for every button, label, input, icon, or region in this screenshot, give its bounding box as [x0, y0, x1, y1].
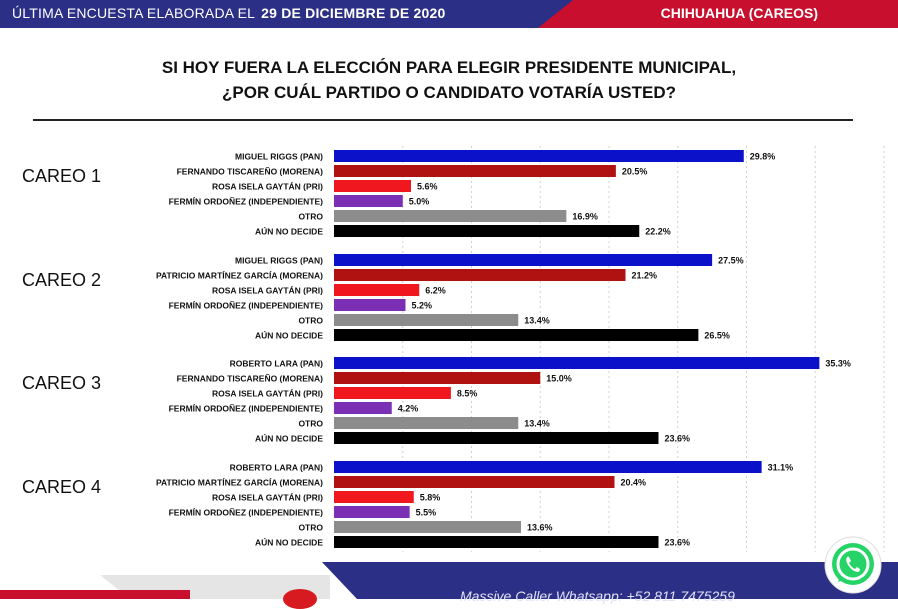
category-label: MIGUEL RIGGS (PAN)	[235, 256, 323, 266]
category-label: ROSA ISELA GAYTÁN (PRI)	[212, 389, 323, 399]
category-label: MIGUEL RIGGS (PAN)	[235, 152, 323, 162]
category-label: OTRO	[298, 212, 323, 222]
region-label: CHIHUAHUA (CAREOS)	[660, 5, 818, 21]
title-divider	[33, 119, 853, 121]
value-label: 16.9%	[572, 212, 598, 222]
bar	[334, 329, 699, 341]
category-label: FERMÍN ORDOÑEZ (INDEPENDIENTE)	[169, 508, 324, 518]
value-label: 5.0%	[409, 197, 430, 207]
footer-logo-fragment	[283, 589, 317, 609]
value-label: 22.2%	[645, 227, 671, 237]
survey-date: 29 DE DICIEMBRE DE 2020	[261, 5, 446, 21]
survey-date-line: ÚLTIMA ENCUESTA ELABORADA EL 29 DE DICIEM…	[12, 5, 446, 21]
whatsapp-icon[interactable]	[824, 536, 882, 594]
value-label: 29.8%	[750, 152, 776, 162]
bar	[334, 432, 659, 444]
bar	[334, 402, 392, 414]
category-label: ROBERTO LARA (PAN)	[230, 359, 324, 369]
bar	[334, 461, 762, 473]
value-label: 35.3%	[825, 359, 851, 369]
value-label: 21.2%	[632, 271, 658, 281]
category-label: ROSA ISELA GAYTÁN (PRI)	[212, 493, 323, 503]
bar	[334, 387, 451, 399]
survey-label: ÚLTIMA ENCUESTA ELABORADA EL	[12, 5, 256, 21]
value-label: 4.2%	[398, 404, 419, 414]
bar	[334, 357, 820, 369]
value-label: 13.4%	[524, 419, 550, 429]
category-label: OTRO	[298, 523, 323, 533]
value-label: 31.1%	[768, 463, 794, 473]
category-label: OTRO	[298, 419, 323, 429]
bar	[334, 269, 626, 281]
category-label: PATRICIO MARTÍNEZ GARCÍA (MORENA)	[156, 478, 323, 488]
value-label: 5.5%	[416, 508, 437, 518]
value-label: 6.2%	[425, 286, 446, 296]
bar	[334, 372, 541, 384]
category-label: AÚN NO DECIDE	[255, 330, 323, 341]
bar	[334, 150, 744, 162]
bar	[334, 165, 616, 177]
footer-bar	[322, 562, 898, 599]
bar	[334, 476, 615, 488]
value-label: 27.5%	[718, 256, 744, 266]
category-label: ROBERTO LARA (PAN)	[230, 463, 324, 473]
bar	[334, 521, 521, 533]
category-label: FERMÍN ORDOÑEZ (INDEPENDIENTE)	[169, 197, 324, 207]
category-label: AÚN NO DECIDE	[255, 433, 323, 444]
category-label: OTRO	[298, 316, 323, 326]
category-label: FERNANDO TISCAREÑO (MORENA)	[177, 167, 324, 177]
question-line-1: SI HOY FUERA LA ELECCIÓN PARA ELEGIR PRE…	[161, 58, 737, 77]
value-label: 23.6%	[665, 434, 691, 444]
value-label: 23.6%	[665, 538, 691, 548]
bar	[334, 284, 420, 296]
careo-title: CAREO 2	[22, 270, 101, 290]
category-label: FERMÍN ORDOÑEZ (INDEPENDIENTE)	[169, 404, 324, 414]
value-label: 5.6%	[417, 182, 438, 192]
header-region-bar	[538, 0, 898, 28]
value-label: 15.0%	[546, 374, 572, 384]
bar	[334, 180, 411, 192]
footer-red-strip	[0, 590, 190, 599]
bar	[334, 536, 659, 548]
category-label: PATRICIO MARTÍNEZ GARCÍA (MORENA)	[156, 271, 323, 281]
question-line-2: ¿POR CUÁL PARTIDO O CANDIDATO VOTARÍA US…	[222, 83, 676, 102]
bar	[334, 195, 403, 207]
value-label: 5.8%	[420, 493, 441, 503]
careo-title: CAREO 3	[22, 373, 101, 393]
footer-contact: Massive Caller Whatsapp: +52 811 7475259	[460, 588, 735, 604]
careo-title: CAREO 4	[22, 477, 101, 497]
value-label: 8.5%	[457, 389, 478, 399]
category-label: AÚN NO DECIDE	[255, 226, 323, 237]
bar	[334, 417, 519, 429]
bar	[334, 299, 406, 311]
bar	[334, 314, 519, 326]
value-label: 13.6%	[527, 523, 553, 533]
bar	[334, 254, 713, 266]
category-label: FERMÍN ORDOÑEZ (INDEPENDIENTE)	[169, 301, 324, 311]
careo-title: CAREO 1	[22, 166, 101, 186]
value-label: 20.4%	[621, 478, 647, 488]
value-label: 13.4%	[524, 316, 550, 326]
value-label: 5.2%	[412, 301, 433, 311]
bar	[334, 210, 567, 222]
category-label: ROSA ISELA GAYTÁN (PRI)	[212, 286, 323, 296]
bar	[334, 491, 414, 503]
bar	[334, 225, 640, 237]
category-label: FERNANDO TISCAREÑO (MORENA)	[177, 374, 324, 384]
value-label: 20.5%	[622, 167, 648, 177]
value-label: 26.5%	[704, 331, 730, 341]
category-label: AÚN NO DECIDE	[255, 537, 323, 548]
category-label: ROSA ISELA GAYTÁN (PRI)	[212, 182, 323, 192]
bar	[334, 506, 410, 518]
